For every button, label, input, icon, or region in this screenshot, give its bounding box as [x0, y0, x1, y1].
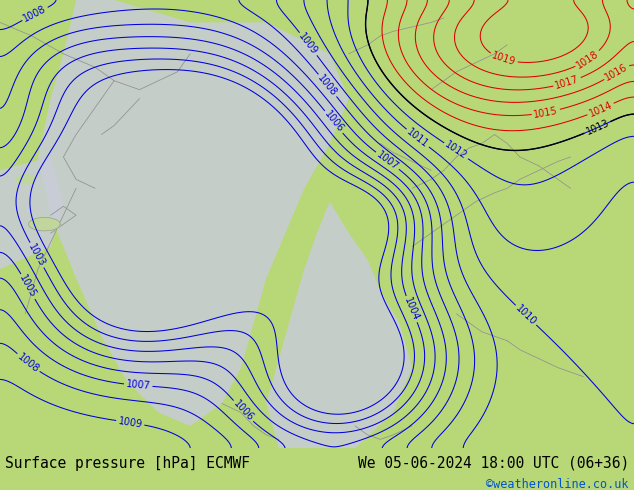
Text: 1003: 1003	[27, 242, 47, 268]
Text: 1008: 1008	[316, 73, 339, 98]
Text: 1011: 1011	[405, 127, 430, 150]
Text: 1008: 1008	[15, 351, 41, 374]
Text: 1010: 1010	[514, 303, 538, 327]
Text: 1012: 1012	[443, 140, 469, 162]
Text: 1019: 1019	[491, 50, 517, 68]
Text: We 05-06-2024 18:00 UTC (06+36): We 05-06-2024 18:00 UTC (06+36)	[358, 456, 629, 471]
Text: 1005: 1005	[18, 273, 38, 300]
Polygon shape	[266, 202, 412, 448]
Polygon shape	[29, 218, 60, 231]
Text: 1017: 1017	[554, 74, 581, 91]
Text: 1006: 1006	[231, 399, 255, 423]
Text: 1004: 1004	[402, 296, 421, 322]
Text: 1009: 1009	[117, 416, 143, 430]
Polygon shape	[38, 0, 349, 426]
Text: 1016: 1016	[604, 62, 630, 82]
Text: 1007: 1007	[126, 379, 151, 392]
Text: 1006: 1006	[322, 109, 346, 135]
Text: ©weatheronline.co.uk: ©weatheronline.co.uk	[486, 478, 629, 490]
Polygon shape	[16, 175, 35, 184]
Text: 1015: 1015	[533, 105, 559, 120]
Text: 1013: 1013	[584, 118, 611, 137]
Polygon shape	[0, 157, 63, 269]
Text: 1014: 1014	[588, 100, 614, 119]
Text: 1007: 1007	[375, 149, 400, 172]
Text: Surface pressure [hPa] ECMWF: Surface pressure [hPa] ECMWF	[5, 456, 250, 471]
Text: 1008: 1008	[22, 4, 48, 24]
Text: 1018: 1018	[575, 49, 601, 71]
Text: 1009: 1009	[297, 31, 320, 57]
